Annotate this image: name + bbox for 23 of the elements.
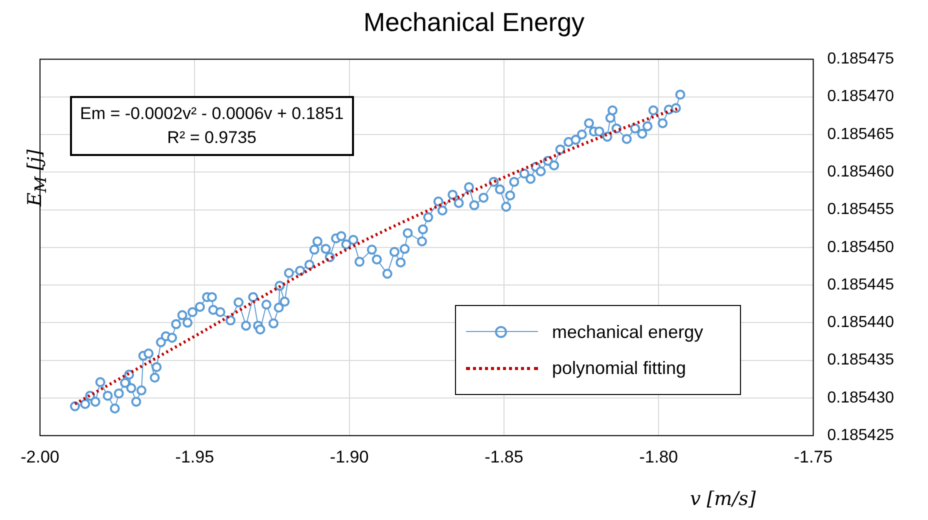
chart-title: Mechanical Energy bbox=[363, 6, 585, 37]
y-tick-label: 0.185475 bbox=[827, 50, 894, 68]
y-tick-label: 0.185460 bbox=[827, 164, 894, 181]
x-tick-label: -1.95 bbox=[175, 447, 214, 466]
x-tick-label: -1.80 bbox=[639, 447, 678, 466]
y-tick-label: 0.185435 bbox=[827, 352, 894, 369]
annotation: Em = -0.0002v² - 0.0006v + 0.1851 bbox=[80, 103, 344, 125]
x-tick-label: -1.90 bbox=[330, 447, 369, 466]
x-tick-label: -2.00 bbox=[20, 447, 60, 466]
annotation: R² = 0.9735 bbox=[166, 127, 258, 149]
legend-label: mechanical energy bbox=[552, 322, 704, 342]
y-tick-label: 0.185445 bbox=[827, 276, 894, 294]
legend-label: polynomial fitting bbox=[552, 358, 686, 378]
y-tick-label: 0.185425 bbox=[827, 427, 894, 444]
y-tick-label: 0.185470 bbox=[827, 88, 894, 106]
x-axis-title: v [m/s] bbox=[690, 488, 756, 510]
y-tick-label: 0.185430 bbox=[827, 389, 894, 406]
y-tick-label: 0.185455 bbox=[827, 201, 894, 218]
y-tick-label: 0.185465 bbox=[827, 126, 894, 143]
y-tick-label: 0.185440 bbox=[827, 314, 894, 332]
x-tick-label: -1.85 bbox=[484, 447, 524, 466]
y-tick-label: 0.185450 bbox=[827, 238, 894, 256]
x-tick-label: -1.75 bbox=[794, 447, 833, 466]
